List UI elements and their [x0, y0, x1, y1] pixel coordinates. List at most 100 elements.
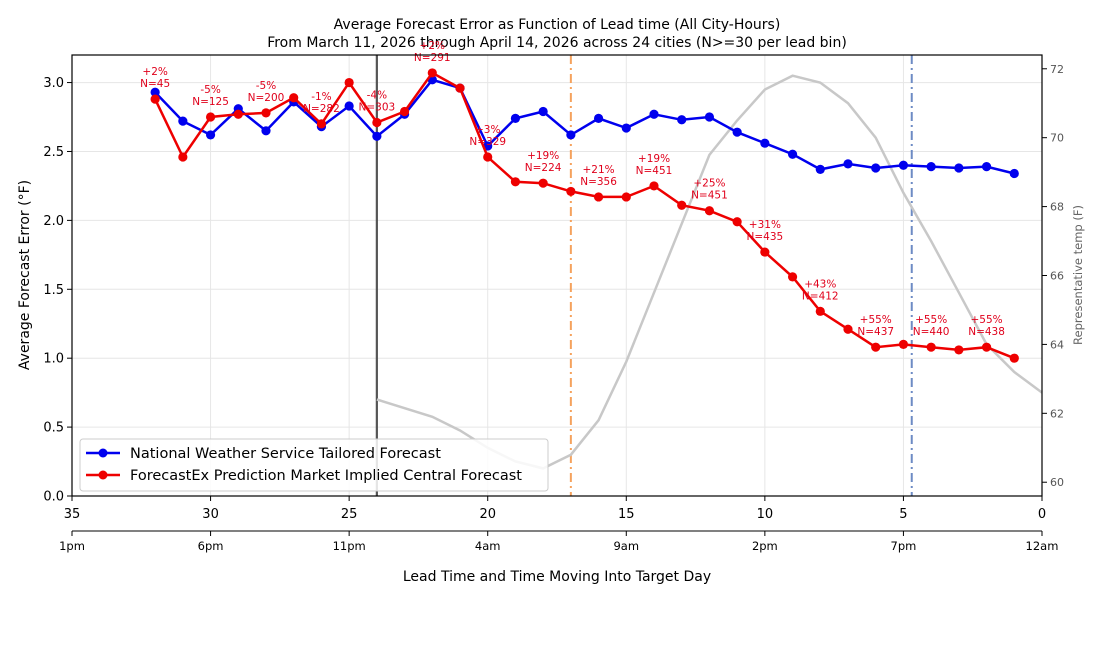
chart-subtitle: From March 11, 2026 through April 14, 20… — [267, 35, 847, 51]
forecastex-point — [677, 200, 687, 210]
y-axis-label: Average Forecast Error (°F) — [17, 180, 33, 370]
x-tick-label: 25 — [341, 507, 358, 522]
legend-nws-label: National Weather Service Tailored Foreca… — [130, 446, 441, 462]
annotation-pct: +31% — [749, 219, 781, 231]
time-of-day-ticks: 1pm 6pm 11pm 4am 9am 2pm 7pm 12am — [59, 531, 1058, 553]
annotation-pct: +55% — [860, 314, 892, 326]
nws-point — [510, 113, 521, 123]
nws-point — [787, 149, 798, 159]
forecastex-point — [954, 345, 964, 355]
right-tick-label: 60 — [1050, 476, 1064, 489]
legend-box — [79, 438, 549, 492]
annotation-pct: -5% — [256, 80, 276, 92]
annotation-n: N=125 — [192, 96, 229, 108]
nws-point — [566, 130, 576, 140]
nws-point — [538, 106, 548, 117]
annotation-n: N=200 — [248, 92, 285, 104]
annotation-pct: -1% — [311, 91, 331, 103]
y-tick-label: 1.5 — [43, 283, 64, 298]
annotation-pct: -5% — [200, 84, 220, 96]
forecastex-point — [815, 306, 825, 316]
forecastex-point — [981, 342, 992, 352]
legend-forecastex-marker — [98, 470, 108, 480]
x-tick-label: 20 — [479, 507, 496, 522]
y-tick-label: 2.0 — [43, 214, 64, 229]
forecastex-point — [704, 206, 715, 216]
forecastex-point — [316, 119, 327, 129]
grid-lines — [71, 55, 1043, 497]
right-axis-label: Representative temp (F) — [1071, 205, 1085, 345]
forecastex-point — [760, 247, 770, 257]
x-tick-label: 10 — [757, 507, 774, 522]
annotation-pct: +2% — [142, 66, 167, 78]
forecastex-point — [344, 77, 354, 88]
nws-point — [871, 163, 881, 173]
annotation-pct: +43% — [804, 278, 836, 290]
time-tick-label: 1pm — [59, 539, 85, 553]
time-tick-label: 4am — [475, 539, 501, 553]
forecastex-point — [871, 342, 881, 352]
series-layer — [150, 68, 1043, 470]
nws-point — [150, 87, 160, 97]
right-tick-label: 64 — [1050, 338, 1064, 351]
nws-point — [732, 127, 742, 137]
chart-title: Average Forecast Error as Function of Le… — [334, 17, 781, 33]
forecastex-point — [510, 177, 521, 187]
legend-nws-marker — [98, 448, 108, 458]
right-axis-ticks: 60 62 64 66 68 70 72 — [1042, 63, 1064, 489]
forecastex-point — [649, 181, 659, 191]
forecastex-point — [538, 178, 548, 188]
time-tick-label: 9am — [613, 539, 639, 553]
x-tick-label: 0 — [1038, 507, 1046, 522]
time-tick-label: 11pm — [333, 539, 366, 553]
nws-point — [205, 130, 216, 140]
right-tick-label: 66 — [1050, 270, 1064, 283]
annotation-pct: +25% — [693, 178, 725, 190]
forecastex-point — [1009, 353, 1019, 363]
nws-point — [981, 162, 992, 172]
annotation-n: N=291 — [414, 52, 451, 64]
nws-point — [649, 109, 659, 119]
nws-point — [593, 113, 604, 123]
nws-point — [954, 163, 964, 173]
annotation-pct: +3% — [475, 124, 500, 136]
annotation-n: N=438 — [968, 326, 1005, 338]
annotation-pct: +21% — [583, 164, 615, 176]
annotation-n: N=329 — [469, 136, 506, 148]
y-tick-label: 3.0 — [43, 76, 64, 91]
nws-point — [621, 123, 631, 133]
forecastex-point — [427, 68, 437, 78]
forecastex-point — [150, 94, 160, 104]
annotation-n: N=412 — [802, 290, 839, 302]
annotation-n: N=451 — [691, 190, 728, 202]
nws-point — [760, 138, 770, 148]
x-tick-label: 15 — [618, 507, 635, 522]
nws-point — [178, 116, 188, 126]
right-tick-label: 68 — [1050, 201, 1064, 214]
forecastex-series-line — [153, 71, 1015, 360]
x-axis-ticks: 35 30 25 20 15 10 5 0 — [64, 496, 1046, 522]
time-tick-label: 2pm — [752, 539, 778, 553]
forecastex-point — [593, 192, 604, 202]
forecastex-point — [233, 109, 243, 119]
y-axis-ticks: 0.0 0.5 1.0 1.5 2.0 2.5 3.0 — [43, 76, 72, 505]
right-tick-label: 72 — [1050, 63, 1064, 76]
forecastex-point — [455, 83, 465, 93]
y-tick-label: 2.5 — [43, 145, 64, 160]
forecastex-point — [787, 272, 798, 282]
forecastex-point — [399, 106, 410, 117]
annotation-pct: +55% — [971, 314, 1003, 326]
forecastex-point — [483, 152, 493, 162]
plot-frame — [71, 54, 1043, 497]
y-tick-label: 1.0 — [43, 352, 64, 367]
forecastex-point — [843, 324, 853, 334]
legend-forecastex-label: ForecastEx Prediction Market Implied Cen… — [130, 468, 522, 484]
annotation-n: N=437 — [857, 326, 894, 338]
x-tick-label: 30 — [202, 507, 219, 522]
x-tick-label: 35 — [64, 507, 81, 522]
forecastex-point — [898, 339, 909, 350]
nws-point — [898, 160, 909, 170]
nws-point — [1009, 168, 1019, 179]
time-tick-label: 7pm — [891, 539, 917, 553]
